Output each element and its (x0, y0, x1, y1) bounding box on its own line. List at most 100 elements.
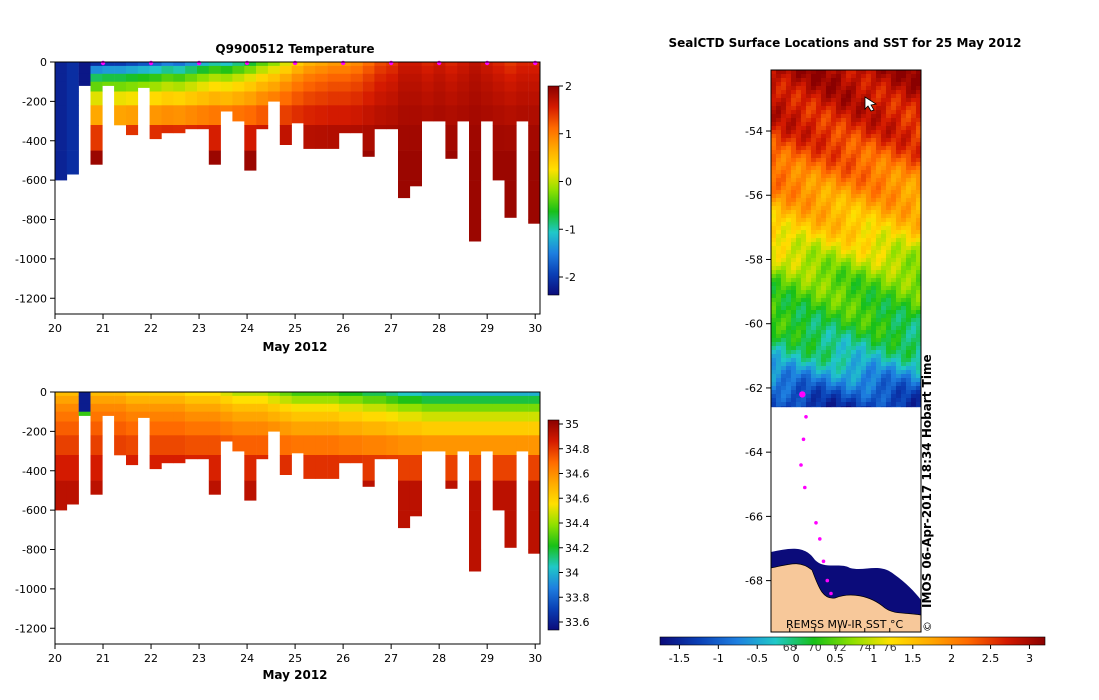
sst-pixel (846, 166, 852, 171)
sst-pixel (831, 234, 837, 239)
sst-pixel (876, 194, 882, 199)
sst-pixel (891, 346, 897, 351)
sst-pixel (876, 250, 882, 255)
sst-pixel (776, 142, 782, 147)
sst-pixel (866, 218, 872, 223)
profile-cell (516, 435, 529, 452)
sst-pixel (891, 102, 897, 107)
sst-pixel (881, 194, 887, 199)
sst-pixel (771, 146, 777, 151)
sst-pixel (871, 390, 877, 395)
sst-pixel (806, 218, 812, 223)
sst-pixel (816, 198, 822, 203)
sst-pixel (891, 370, 897, 375)
sst-pixel (831, 394, 837, 399)
sst-pixel (811, 322, 817, 327)
sst-pixel (831, 378, 837, 383)
sst-pixel (791, 126, 797, 131)
sst-pixel (846, 346, 852, 351)
sst-pixel (836, 286, 842, 291)
sst-pixel (891, 210, 897, 215)
sst-pixel (871, 370, 877, 375)
sst-pixel (771, 370, 777, 375)
sst-pixel (791, 230, 797, 235)
sst-pixel (866, 242, 872, 247)
sst-pixel (866, 162, 872, 167)
profile-cell (66, 150, 79, 175)
sst-pixel (916, 178, 922, 183)
sst-pixel (861, 194, 867, 199)
sst-pixel (811, 266, 817, 271)
profile-cell (469, 411, 482, 422)
profile-cell (114, 411, 127, 422)
sst-pixel (791, 94, 797, 99)
sst-pixel (831, 326, 837, 331)
sst-pixel (896, 166, 902, 171)
sst-pixel (821, 294, 827, 299)
sst-pixel (906, 238, 912, 243)
sst-pixel (791, 318, 797, 323)
sst-pixel (911, 234, 917, 239)
profile-cell (185, 395, 198, 405)
sst-pixel (816, 398, 822, 403)
sst-pixel (881, 286, 887, 291)
x-tick-label: 22 (144, 322, 158, 335)
sst-pixel (831, 294, 837, 299)
sst-pixel (871, 374, 877, 379)
sst-pixel (831, 362, 837, 367)
sst-pixel (911, 398, 917, 403)
sst-pixel (871, 194, 877, 199)
sst-pixel (826, 290, 832, 295)
sst-pixel (836, 78, 842, 83)
sst-pixel (791, 326, 797, 331)
seal-position (801, 437, 806, 442)
sst-pixel (846, 126, 852, 131)
sst-pixel (786, 366, 792, 371)
sst-pixel (856, 370, 862, 375)
sst-pixel (821, 158, 827, 163)
sst-pixel (856, 206, 862, 211)
sst-pixel (776, 402, 782, 407)
sst-pixel (796, 294, 802, 299)
sst-pixel (786, 278, 792, 283)
sst-pixel (846, 214, 852, 219)
sst-pixel (811, 282, 817, 287)
sst-pixel (781, 150, 787, 155)
sst-pixel (916, 390, 922, 395)
sst-pixel (776, 206, 782, 211)
sst-pixel (916, 290, 922, 295)
sst-pixel (771, 346, 777, 351)
sst-pixel (856, 166, 862, 171)
sst-pixel (781, 130, 787, 135)
sst-pixel (816, 114, 822, 119)
sst-pixel (771, 98, 777, 103)
sst-pixel (816, 306, 822, 311)
profile-cell (66, 81, 79, 92)
sst-pixel (771, 286, 777, 291)
sst-pixel (836, 278, 842, 283)
sst-pixel (821, 338, 827, 343)
profile-cell (208, 105, 221, 126)
sst-pixel (811, 306, 817, 311)
sst-pixel (866, 362, 872, 367)
sst-pixel (851, 178, 857, 183)
profile-cell (208, 392, 221, 397)
sst-pixel (786, 114, 792, 119)
sst-pixel (916, 354, 922, 359)
profile-cell (197, 73, 210, 82)
sst-pixel (776, 262, 782, 267)
sst-pixel (786, 294, 792, 299)
profile-cell (350, 81, 363, 92)
sst-pixel (841, 318, 847, 323)
sst-pixel (916, 90, 922, 95)
sst-pixel (861, 362, 867, 367)
sst-pixel (891, 162, 897, 167)
sst-pixel (821, 266, 827, 271)
sst-pixel (781, 278, 787, 283)
sst-pixel (836, 190, 842, 195)
profile-cell (504, 395, 517, 405)
sst-pixel (871, 98, 877, 103)
profile-cell (197, 81, 210, 92)
profile-cell (197, 395, 210, 405)
sst-pixel (796, 382, 802, 387)
